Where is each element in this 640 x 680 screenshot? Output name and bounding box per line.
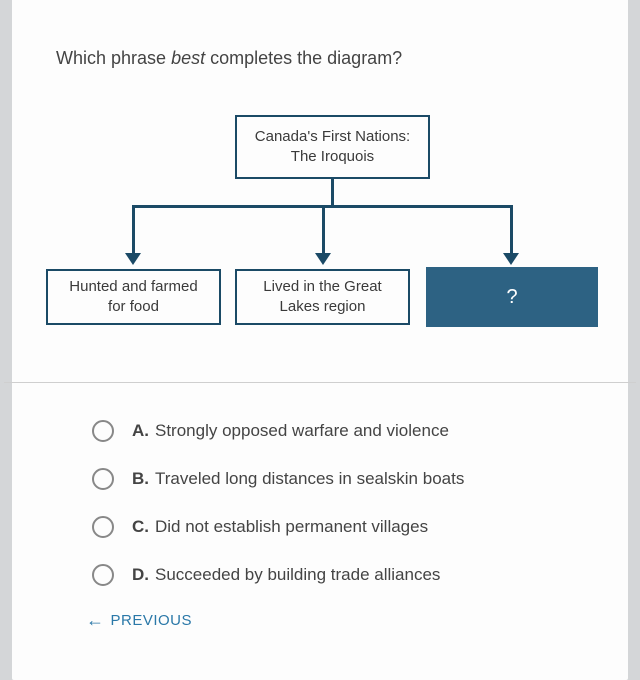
radio-icon (92, 420, 114, 442)
arrowhead-3 (503, 253, 519, 265)
option-d[interactable]: D.Succeeded by building trade alliances (92, 564, 532, 586)
connector-drop-3 (510, 205, 513, 253)
arrowhead-1 (125, 253, 141, 265)
diagram-leaf-2: Lived in the Great Lakes region (235, 269, 410, 325)
connector-drop-1 (132, 205, 135, 253)
answer-options: A.Strongly opposed warfare and violence … (92, 420, 532, 612)
previous-label: PREVIOUS (111, 612, 193, 629)
option-c-text: C.Did not establish permanent villages (132, 517, 428, 537)
question-italic: best (171, 48, 205, 68)
radio-icon (92, 564, 114, 586)
connector-stem-main (331, 179, 334, 207)
diagram-top-box: Canada's First Nations: The Iroquois (235, 115, 430, 179)
arrowhead-2 (315, 253, 331, 265)
leaf2-line1: Lived in the Great (263, 277, 381, 297)
option-a-text: A.Strongly opposed warfare and violence (132, 421, 449, 441)
diagram-leaf-1: Hunted and farmed for food (46, 269, 221, 325)
previous-button[interactable]: ← PREVIOUS (86, 610, 192, 631)
question-text: Which phrase best completes the diagram? (56, 48, 402, 69)
diagram-leaf-3-blank: ? (426, 267, 598, 327)
connector-drop-2 (322, 205, 325, 253)
top-line1: Canada's First Nations: (255, 127, 410, 147)
arrow-left-icon: ← (86, 610, 105, 631)
option-b[interactable]: B.Traveled long distances in sealskin bo… (92, 468, 532, 490)
option-c[interactable]: C.Did not establish permanent villages (92, 516, 532, 538)
top-line2: The Iroquois (255, 147, 410, 167)
diagram-container: Canada's First Nations: The Iroquois Hun… (40, 115, 600, 345)
section-divider (4, 382, 636, 383)
question-pre: Which phrase (56, 48, 171, 68)
option-b-text: B.Traveled long distances in sealskin bo… (132, 469, 464, 489)
leaf1-line1: Hunted and farmed (69, 277, 197, 297)
radio-icon (92, 516, 114, 538)
option-a[interactable]: A.Strongly opposed warfare and violence (92, 420, 532, 442)
option-d-text: D.Succeeded by building trade alliances (132, 565, 440, 585)
question-post: completes the diagram? (205, 48, 402, 68)
leaf3-label: ? (506, 284, 517, 311)
leaf1-line2: for food (69, 297, 197, 317)
leaf2-line2: Lakes region (263, 297, 381, 317)
radio-icon (92, 468, 114, 490)
